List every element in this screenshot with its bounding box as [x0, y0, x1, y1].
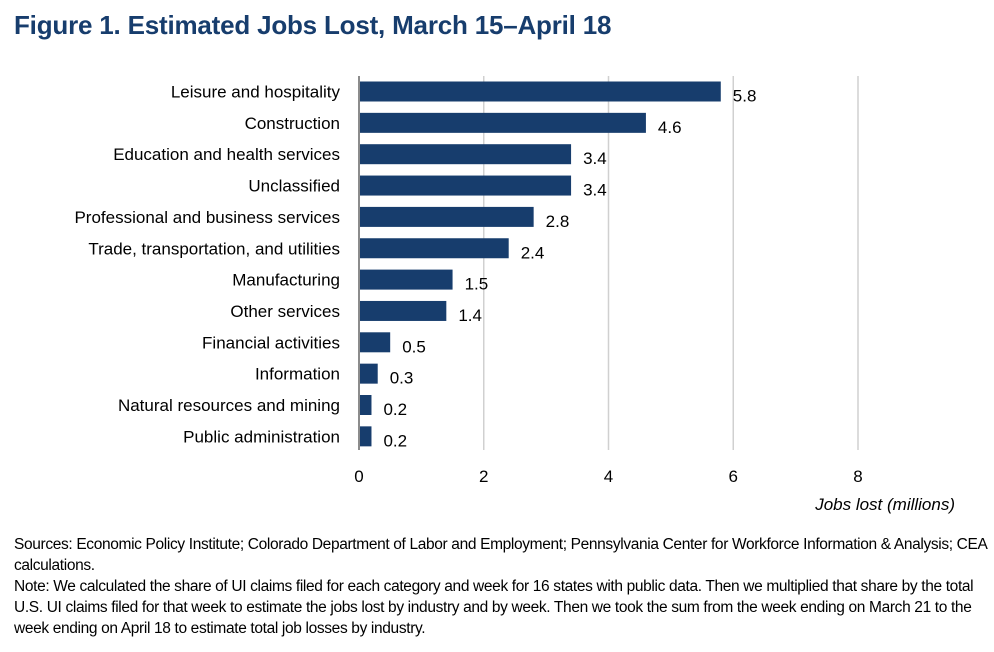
data-labels: 5.8 4.6 3.4 3.4 2.82.4 1.5 1.4 0.5 0.3 0.2 0.2: [383, 87, 756, 451]
bar: [360, 395, 372, 415]
x-axis-label: Jobs lost (millions): [814, 495, 955, 514]
category-label: Public administration: [183, 427, 340, 446]
sources-text: Sources: Economic Policy Institute; Colo…: [14, 536, 987, 574]
chart-title: Figure 1. Estimated Jobs Lost, March 15–…: [14, 10, 612, 40]
bar: [360, 332, 391, 353]
note-text: Note: We calculated the share of UI clai…: [14, 578, 974, 637]
bar: [360, 206, 534, 227]
data-label: 3.4: [583, 181, 607, 200]
bar: [360, 238, 509, 259]
data-label: 2.4: [521, 243, 545, 262]
x-tick-labels: 0 2 4 6 8: [354, 467, 862, 486]
bar: [360, 426, 372, 447]
category-label: Leisure and hospitality: [171, 83, 341, 102]
data-label: 1.5: [465, 275, 489, 294]
category-labels: Leisure and hospitality Construction Educa…: [74, 83, 340, 447]
data-label: 0.2: [383, 400, 407, 419]
data-label: 0.5: [402, 337, 426, 356]
x-tick-label: 4: [604, 467, 613, 486]
x-tick-label: 0: [354, 467, 363, 486]
category-label: Information: [255, 365, 340, 384]
data-label: 0.2: [383, 431, 407, 450]
category-label: Financial activities: [202, 333, 340, 352]
data-label: 0.3: [390, 369, 414, 388]
category-label: Education and health services: [113, 145, 340, 164]
data-label: 3.4: [583, 149, 607, 168]
notes: Sources: Economic Policy Institute; Colo…: [14, 534, 989, 639]
bar: [360, 363, 378, 384]
x-tick-label: 8: [853, 467, 862, 486]
x-tick-label: 2: [479, 467, 488, 486]
bar: [360, 300, 447, 321]
category-label: Manufacturing: [232, 271, 340, 290]
data-label: 1.4: [458, 306, 482, 325]
bar: [360, 112, 646, 133]
data-label: 2.8: [546, 212, 570, 231]
category-label: Trade, transportation, and utilities: [88, 239, 340, 258]
data-label: 4.6: [658, 118, 682, 137]
bar: [360, 81, 721, 102]
category-label: Construction: [245, 114, 340, 133]
category-label: Natural resources and mining: [118, 396, 340, 415]
x-tick-label: 6: [729, 467, 738, 486]
bar: [360, 269, 453, 290]
category-label: Other services: [230, 302, 340, 321]
category-label: Professional and business services: [74, 208, 340, 227]
bar-chart: Leisure and hospitality Construction Educa…: [74, 76, 955, 514]
bar: [360, 144, 572, 165]
data-label: 5.8: [733, 87, 757, 106]
category-label: Unclassified: [248, 177, 340, 196]
gridlines: [358, 76, 859, 450]
bars: [360, 81, 721, 447]
bar: [360, 175, 572, 196]
